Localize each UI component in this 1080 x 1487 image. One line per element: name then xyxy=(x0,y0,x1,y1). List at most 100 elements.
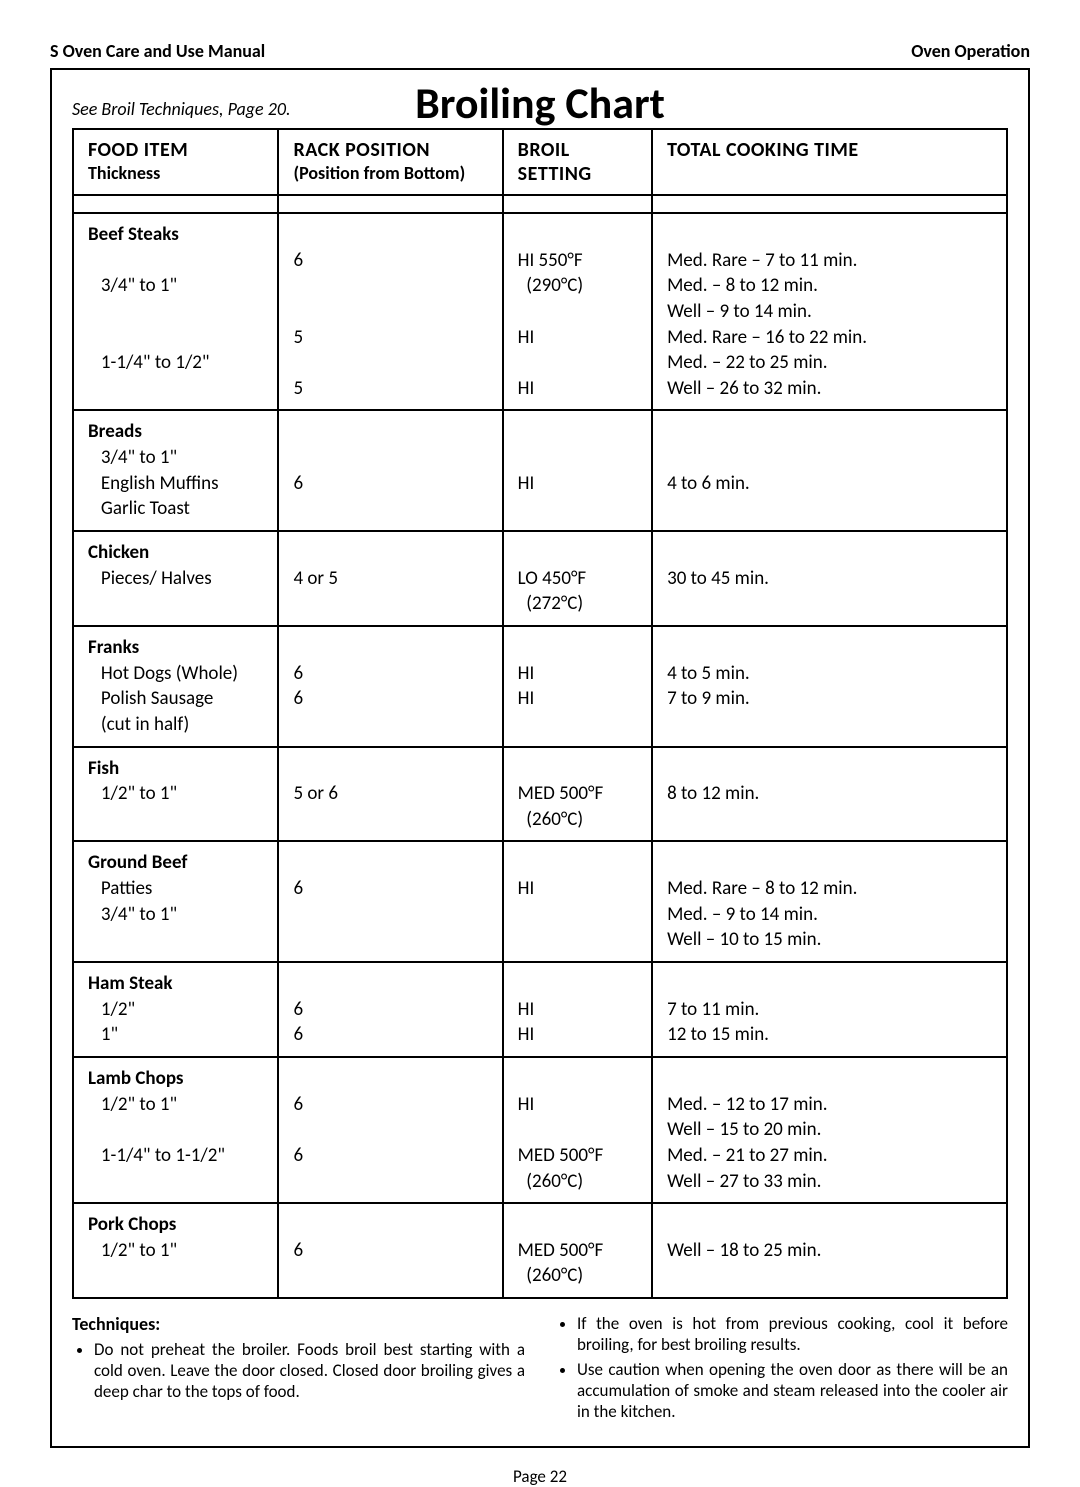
col-food-header: FOOD ITEM Thickness xyxy=(73,129,278,195)
cell-line xyxy=(293,712,491,738)
techniques-heading: Techniques: xyxy=(72,1313,525,1335)
techniques-section: Techniques: Do not preheat the broiler. … xyxy=(72,1313,1008,1426)
cell-line xyxy=(293,902,491,928)
cell-line xyxy=(667,756,996,782)
table-row: Ground Beef Patties 3/4" to 1" 6 HI Med.… xyxy=(73,841,1007,962)
cell-line: 4 to 6 min. xyxy=(667,471,996,497)
cell-rack: 6 6 xyxy=(278,1057,502,1203)
cell-line: 3/4" to 1" xyxy=(88,445,267,471)
top-header: S Oven Care and Use Manual Oven Operatio… xyxy=(50,40,1030,62)
cell-line xyxy=(293,971,491,997)
cell-line xyxy=(667,1212,996,1238)
cell-line: Patties xyxy=(88,876,267,902)
cell-line: Med. – 21 to 27 min. xyxy=(667,1143,996,1169)
table-row: Pork Chops 1/2" to 1" 6 MED 500°F (260°C… xyxy=(73,1203,1007,1298)
cell-line xyxy=(88,248,267,274)
cell-line: 5 or 6 xyxy=(293,781,491,807)
cell-line: Pieces/ Halves xyxy=(88,566,267,592)
cell-line: MED 500°F xyxy=(518,1143,641,1169)
cell-line: Well – 18 to 25 min. xyxy=(667,1238,996,1264)
cell-broil: LO 450°F (272°C) xyxy=(503,531,652,626)
cell-line: Med. – 22 to 25 min. xyxy=(667,350,996,376)
cell-food: Lamb Chops 1/2" to 1" 1-1/4" to 1-1/2" xyxy=(73,1057,278,1203)
cell-time: 8 to 12 min. xyxy=(652,747,1007,842)
cell-line xyxy=(293,1212,491,1238)
cell-line: Well – 10 to 15 min. xyxy=(667,927,996,953)
cell-line xyxy=(88,807,267,833)
header-right: Oven Operation xyxy=(911,40,1030,62)
cell-line: (272°C) xyxy=(518,591,641,617)
techniques-right-list: If the oven is hot from previous cooking… xyxy=(555,1313,1008,1422)
cell-line: 7 to 11 min. xyxy=(667,997,996,1023)
cell-food: Beef Steaks 3/4" to 1" 1-1/4" to 1/2" xyxy=(73,213,278,410)
cell-food: Chicken Pieces/ Halves xyxy=(73,531,278,626)
broiling-table: FOOD ITEM Thickness RACK POSITION (Posit… xyxy=(72,128,1008,1299)
cell-line: LO 450°F xyxy=(518,566,641,592)
col-rack-sub: (Position from Bottom) xyxy=(293,162,491,184)
cell-line: English Muffins xyxy=(88,471,267,497)
cell-line: HI xyxy=(518,471,641,497)
cell-line: (cut in half) xyxy=(88,712,267,738)
cell-time: 30 to 45 min. xyxy=(652,531,1007,626)
cell-line: 3/4" to 1" xyxy=(88,273,267,299)
cell-line: Franks xyxy=(88,635,267,661)
cell-line: Pork Chops xyxy=(88,1212,267,1238)
cell-line: 6 xyxy=(293,471,491,497)
cell-line: Well – 9 to 14 min. xyxy=(667,299,996,325)
cell-line xyxy=(293,299,491,325)
cell-rack: 6 xyxy=(278,410,502,531)
cell-line xyxy=(293,756,491,782)
cell-line xyxy=(667,1066,996,1092)
cell-line xyxy=(518,496,641,522)
col-food-sub: Thickness xyxy=(88,162,267,184)
cell-line: Beef Steaks xyxy=(88,222,267,248)
cell-line xyxy=(667,712,996,738)
table-row: Beef Steaks 3/4" to 1" 1-1/4" to 1/2" 6 … xyxy=(73,213,1007,410)
cell-line: 12 to 15 min. xyxy=(667,1022,996,1048)
cell-line: (260°C) xyxy=(518,1169,641,1195)
cell-line: Ham Steak xyxy=(88,971,267,997)
cell-line xyxy=(667,971,996,997)
cell-line: MED 500°F xyxy=(518,1238,641,1264)
cell-line: 30 to 45 min. xyxy=(667,566,996,592)
cell-line xyxy=(293,927,491,953)
cell-line xyxy=(88,1263,267,1289)
cell-line: Garlic Toast xyxy=(88,496,267,522)
cell-line: 1/2" to 1" xyxy=(88,781,267,807)
cell-broil: HI xyxy=(503,841,652,962)
cell-line xyxy=(667,1263,996,1289)
cell-line xyxy=(88,299,267,325)
col-time-main: TOTAL COOKING TIME xyxy=(667,138,859,162)
cell-line xyxy=(667,540,996,566)
table-row: Chicken Pieces/ Halves 4 or 5 LO 450°F (… xyxy=(73,531,1007,626)
cell-line xyxy=(293,1169,491,1195)
cell-line: HI xyxy=(518,325,641,351)
cell-line xyxy=(518,850,641,876)
cell-line xyxy=(293,1066,491,1092)
cell-line: Chicken xyxy=(88,540,267,566)
cell-line xyxy=(518,540,641,566)
cell-line xyxy=(88,1169,267,1195)
cell-line: 4 to 5 min. xyxy=(667,661,996,687)
cell-line xyxy=(667,850,996,876)
cell-line: Well – 26 to 32 min. xyxy=(667,376,996,402)
col-rack-header: RACK POSITION (Position from Bottom) xyxy=(278,129,502,195)
cell-line: (260°C) xyxy=(518,1263,641,1289)
table-row: Lamb Chops 1/2" to 1" 1-1/4" to 1-1/2" 6… xyxy=(73,1057,1007,1203)
cell-broil: HI MED 500°F (260°C) xyxy=(503,1057,652,1203)
cell-line xyxy=(518,902,641,928)
cell-line xyxy=(88,927,267,953)
cell-line xyxy=(667,591,996,617)
cell-rack: 66 xyxy=(278,626,502,747)
cell-line: Well – 15 to 20 min. xyxy=(667,1117,996,1143)
cell-rack: 6 xyxy=(278,841,502,962)
cell-time: 4 to 5 min.7 to 9 min. xyxy=(652,626,1007,747)
cell-line xyxy=(518,756,641,782)
page-footer: Page 22 xyxy=(50,1466,1030,1487)
cell-rack: 6 xyxy=(278,1203,502,1298)
cell-broil: HIHI xyxy=(503,962,652,1057)
cell-line: HI xyxy=(518,876,641,902)
cell-line: Med. – 8 to 12 min. xyxy=(667,273,996,299)
cell-line: 6 xyxy=(293,248,491,274)
cell-line: Med. Rare – 7 to 11 min. xyxy=(667,248,996,274)
